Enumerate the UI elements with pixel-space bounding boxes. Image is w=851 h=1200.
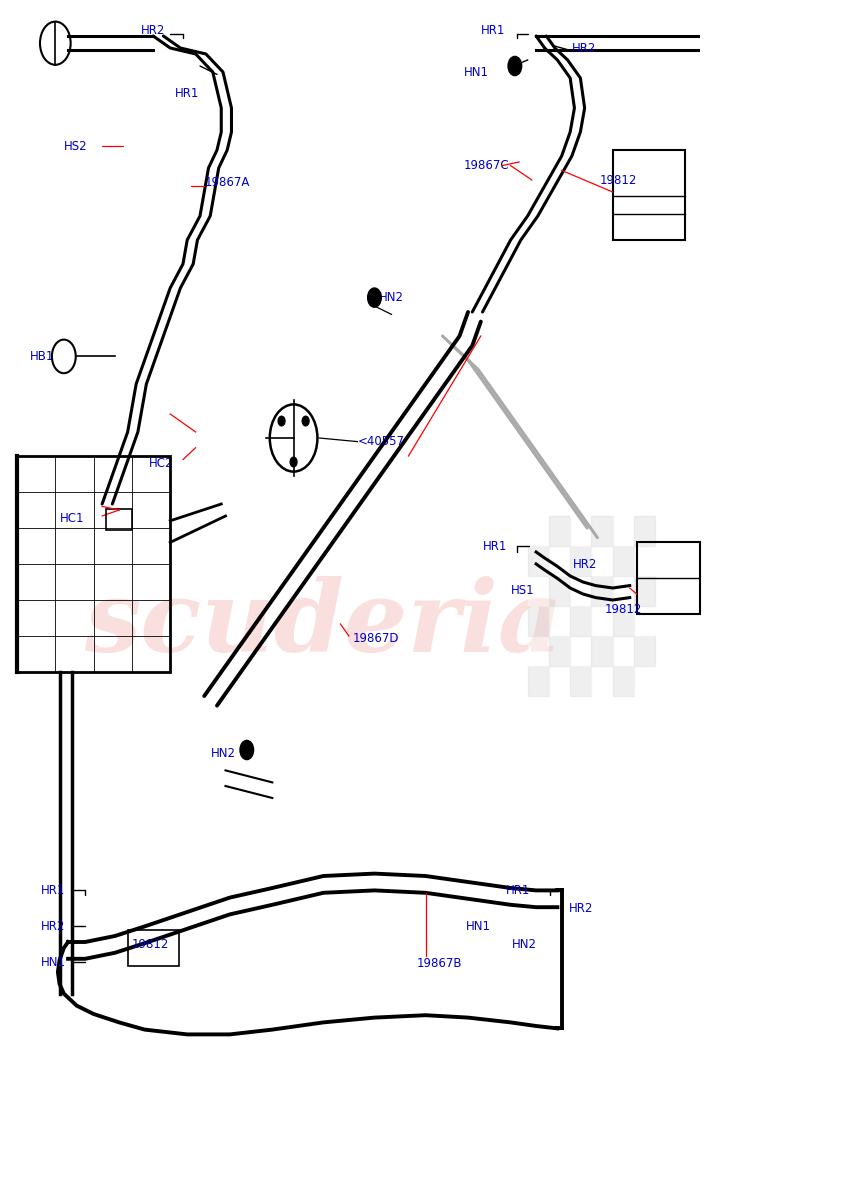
Bar <box>549 666 570 696</box>
Bar <box>570 546 591 576</box>
Bar <box>591 606 613 636</box>
Bar <box>634 516 655 546</box>
Text: HR2: HR2 <box>568 902 593 914</box>
Circle shape <box>368 288 381 307</box>
Bar <box>634 546 655 576</box>
Bar <box>591 666 613 696</box>
Text: HS2: HS2 <box>64 140 88 152</box>
Text: 19867A: 19867A <box>204 176 249 188</box>
Bar <box>613 576 634 606</box>
Text: 19867D: 19867D <box>353 632 400 644</box>
Text: 19812: 19812 <box>600 174 637 186</box>
Text: HN2: HN2 <box>512 938 537 950</box>
Text: HR2: HR2 <box>41 920 66 932</box>
Text: HC1: HC1 <box>60 512 84 524</box>
Bar <box>591 516 613 546</box>
Bar <box>106 509 132 530</box>
Text: HR1: HR1 <box>41 884 66 896</box>
Circle shape <box>302 416 309 426</box>
Bar <box>613 666 634 696</box>
Bar <box>634 636 655 666</box>
Text: HR1: HR1 <box>481 24 505 36</box>
Bar <box>591 546 613 576</box>
Text: scuderia: scuderia <box>84 576 563 672</box>
Bar <box>528 516 549 546</box>
Circle shape <box>240 740 254 760</box>
Bar <box>634 576 655 606</box>
Text: HR1: HR1 <box>174 88 199 100</box>
Bar <box>634 606 655 636</box>
Bar <box>570 516 591 546</box>
Text: HR2: HR2 <box>140 24 165 36</box>
Bar <box>591 576 613 606</box>
Bar <box>549 606 570 636</box>
Bar <box>591 636 613 666</box>
Circle shape <box>278 416 285 426</box>
Text: HR1: HR1 <box>483 540 508 552</box>
Text: HR2: HR2 <box>573 558 597 570</box>
Text: HN2: HN2 <box>211 748 236 760</box>
Bar <box>613 636 634 666</box>
Bar <box>613 546 634 576</box>
Bar <box>613 516 634 546</box>
Bar <box>549 516 570 546</box>
Bar <box>570 636 591 666</box>
Bar <box>570 576 591 606</box>
Bar <box>549 636 570 666</box>
Bar <box>528 636 549 666</box>
Circle shape <box>290 457 297 467</box>
Text: HS1: HS1 <box>511 584 534 596</box>
Text: HN2: HN2 <box>379 292 403 304</box>
Bar <box>634 666 655 696</box>
Bar <box>528 666 549 696</box>
Bar <box>613 150 685 240</box>
Bar <box>637 542 700 614</box>
Text: HN1: HN1 <box>41 956 66 968</box>
Bar <box>528 606 549 636</box>
Text: HB1: HB1 <box>30 350 54 362</box>
Bar <box>549 546 570 576</box>
Bar <box>613 606 634 636</box>
Bar <box>549 576 570 606</box>
Text: HC2: HC2 <box>149 457 174 469</box>
Bar <box>128 930 179 966</box>
Text: <40557: <40557 <box>357 436 404 448</box>
Text: 19812: 19812 <box>604 604 642 616</box>
Text: HN1: HN1 <box>464 66 488 78</box>
Text: 19812: 19812 <box>132 938 169 950</box>
Text: 19867B: 19867B <box>417 958 462 970</box>
Text: 19867C: 19867C <box>464 160 510 172</box>
Bar <box>570 606 591 636</box>
Bar <box>528 546 549 576</box>
Bar <box>528 576 549 606</box>
Bar <box>17 456 170 672</box>
Text: HN1: HN1 <box>466 920 491 932</box>
Text: HR1: HR1 <box>506 884 531 896</box>
Bar <box>570 666 591 696</box>
Text: HR2: HR2 <box>572 42 597 54</box>
Circle shape <box>508 56 522 76</box>
